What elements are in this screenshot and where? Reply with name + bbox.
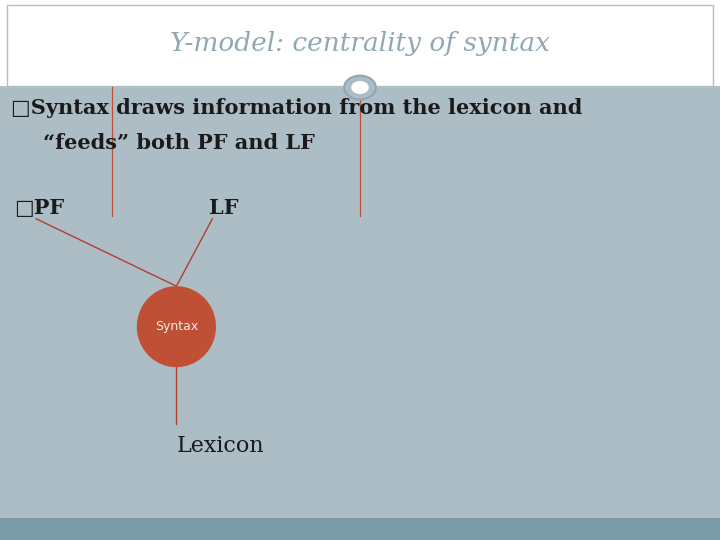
FancyBboxPatch shape <box>0 86 720 518</box>
Text: Syntax: Syntax <box>155 320 198 333</box>
Text: LF: LF <box>209 198 238 218</box>
FancyBboxPatch shape <box>0 518 720 540</box>
Text: “feeds” both PF and LF: “feeds” both PF and LF <box>43 133 315 153</box>
FancyBboxPatch shape <box>7 5 713 86</box>
Circle shape <box>344 76 376 99</box>
Text: □Syntax draws information from the lexicon and: □Syntax draws information from the lexic… <box>11 98 582 118</box>
Circle shape <box>351 81 369 94</box>
Text: Lexicon: Lexicon <box>176 435 264 456</box>
Text: □PF: □PF <box>14 198 65 218</box>
Text: Y-model: centrality of syntax: Y-model: centrality of syntax <box>170 31 550 56</box>
Ellipse shape <box>137 286 216 367</box>
